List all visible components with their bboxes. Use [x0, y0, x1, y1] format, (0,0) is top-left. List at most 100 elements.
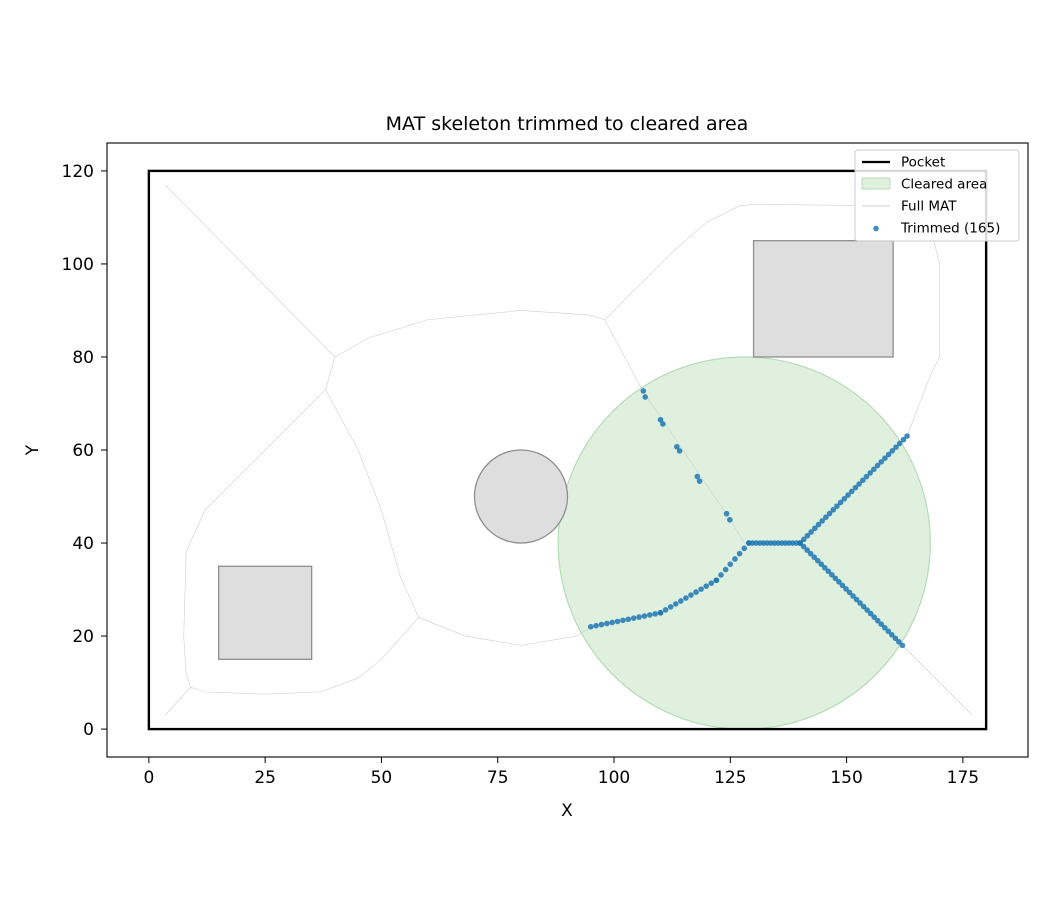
- trimmed-point-70: [874, 462, 881, 469]
- legend-trimmed-label: Trimmed (165): [900, 221, 1000, 237]
- pocket-boundary: [147, 169, 988, 731]
- full-mat-edge-4: [190, 617, 419, 695]
- full-mat-edge-2: [183, 389, 326, 688]
- trimmed-point-0: [587, 623, 594, 630]
- trimmed-point-89: [832, 575, 839, 582]
- trimmed-point-51: [804, 532, 811, 539]
- trimmed-point-106: [892, 635, 899, 642]
- trimmed-point-108: [899, 642, 906, 649]
- trimmed-point-102: [878, 621, 885, 627]
- full-mat-edge-8: [604, 319, 643, 390]
- x-tick-label-0: 0: [143, 768, 154, 788]
- trimmed-point-8: [630, 615, 637, 621]
- trimmed-point-15: [662, 607, 669, 613]
- trimmed-point-80: [800, 543, 807, 550]
- trimmed-point-57: [826, 510, 833, 517]
- trimmed-point-104: [885, 628, 892, 635]
- trimmed-point-81: [804, 547, 810, 553]
- trimmed-point-1: [593, 622, 599, 629]
- trimmed-point-59: [834, 503, 840, 509]
- trimmed-point-113: [674, 443, 680, 450]
- full-mat-edge-5: [325, 389, 419, 618]
- trimmed-point-83: [811, 554, 817, 560]
- trimmed-point-72: [882, 455, 888, 461]
- trimmed-point-96: [857, 600, 863, 606]
- full-mat-edge-6: [418, 617, 591, 646]
- legend-frame: [854, 149, 1020, 242]
- trimmed-point-55: [819, 518, 826, 524]
- trimmed-point-79: [797, 540, 803, 546]
- trimmed-point-31: [736, 550, 743, 557]
- legend-pocket-label: Pocket: [901, 155, 945, 171]
- trimmed-point-90: [836, 579, 842, 585]
- trimmed-point-107: [896, 639, 902, 645]
- trimmed-point-85: [818, 561, 825, 568]
- obstacle-circle-2: [473, 449, 569, 544]
- trimmed-point-116: [696, 478, 703, 484]
- y-tick-label-0: 0: [83, 720, 94, 740]
- chart-title: MAT skeleton trimmed to cleared area: [386, 113, 749, 135]
- trimmed-point-82: [807, 550, 814, 557]
- trimmed-point-111: [657, 416, 664, 423]
- obstacle-rect-1: [752, 240, 894, 358]
- trimmed-point-87: [825, 568, 832, 575]
- trimmed-point-14: [657, 610, 664, 616]
- legend-trimmed-swatch: [873, 225, 879, 232]
- trimmed-point-71: [878, 459, 885, 465]
- x-tick-label-125: 125: [714, 768, 746, 788]
- trimmed-point-9: [636, 614, 642, 620]
- trimmed-point-100: [871, 614, 877, 620]
- trimmed-point-114: [676, 448, 683, 454]
- full-mat-edge-10: [902, 645, 973, 716]
- x-tick-label-150: 150: [830, 768, 862, 788]
- full-mat-edge-3: [164, 687, 191, 716]
- trimmed-point-10: [641, 613, 648, 619]
- trimmed-point-7: [625, 616, 632, 623]
- trimmed-point-78: [904, 433, 910, 439]
- trimmed-point-16: [667, 604, 674, 610]
- trimmed-point-118: [727, 516, 733, 523]
- legend-cleared-label: Cleared area: [901, 177, 987, 193]
- trimmed-point-92: [843, 586, 849, 592]
- trimmed-point-54: [815, 521, 822, 528]
- trimmed-point-99: [867, 610, 874, 617]
- y-tick-label-20: 20: [72, 627, 94, 647]
- trimmed-point-29: [727, 561, 734, 568]
- trimmed-point-77: [900, 436, 907, 443]
- trimmed-point-68: [867, 470, 873, 476]
- y-axis-label: Y: [23, 444, 43, 456]
- full-mat-edge-1: [325, 356, 336, 390]
- trimmed-point-23: [703, 583, 709, 589]
- x-axis-label: X: [561, 801, 573, 821]
- trimmed-point-84: [814, 557, 821, 564]
- trimmed-point-69: [871, 466, 877, 473]
- trimmed-point-86: [821, 564, 828, 571]
- trimmed-point-66: [859, 477, 866, 484]
- trimmed-point-67: [863, 473, 870, 480]
- trimmed-point-97: [860, 603, 867, 610]
- trimmed-point-93: [846, 589, 853, 596]
- trimmed-point-62: [845, 492, 851, 498]
- trimmed-point-56: [823, 514, 829, 521]
- trimmed-point-73: [885, 451, 892, 458]
- trimmed-point-18: [678, 598, 684, 604]
- trimmed-point-105: [889, 631, 895, 638]
- trimmed-point-101: [874, 617, 881, 624]
- trimmed-point-109: [640, 388, 647, 394]
- trimmed-point-26: [713, 577, 720, 584]
- trimmed-point-110: [642, 394, 648, 400]
- trimmed-point-53: [812, 525, 818, 532]
- trimmed-point-5: [614, 618, 621, 625]
- x-tick-label-25: 25: [254, 768, 276, 788]
- trimmed-point-65: [856, 481, 862, 487]
- trimmed-point-58: [830, 507, 837, 513]
- x-tick-label-50: 50: [371, 768, 393, 788]
- trimmed-point-63: [848, 488, 855, 495]
- trimmed-point-30: [732, 556, 738, 562]
- legend-full-mat-label: Full MAT: [901, 199, 957, 215]
- trimmed-point-60: [837, 499, 844, 506]
- trimmed-point-52: [808, 529, 814, 535]
- trimmed-point-76: [896, 440, 903, 447]
- trimmed-point-12: [652, 611, 658, 617]
